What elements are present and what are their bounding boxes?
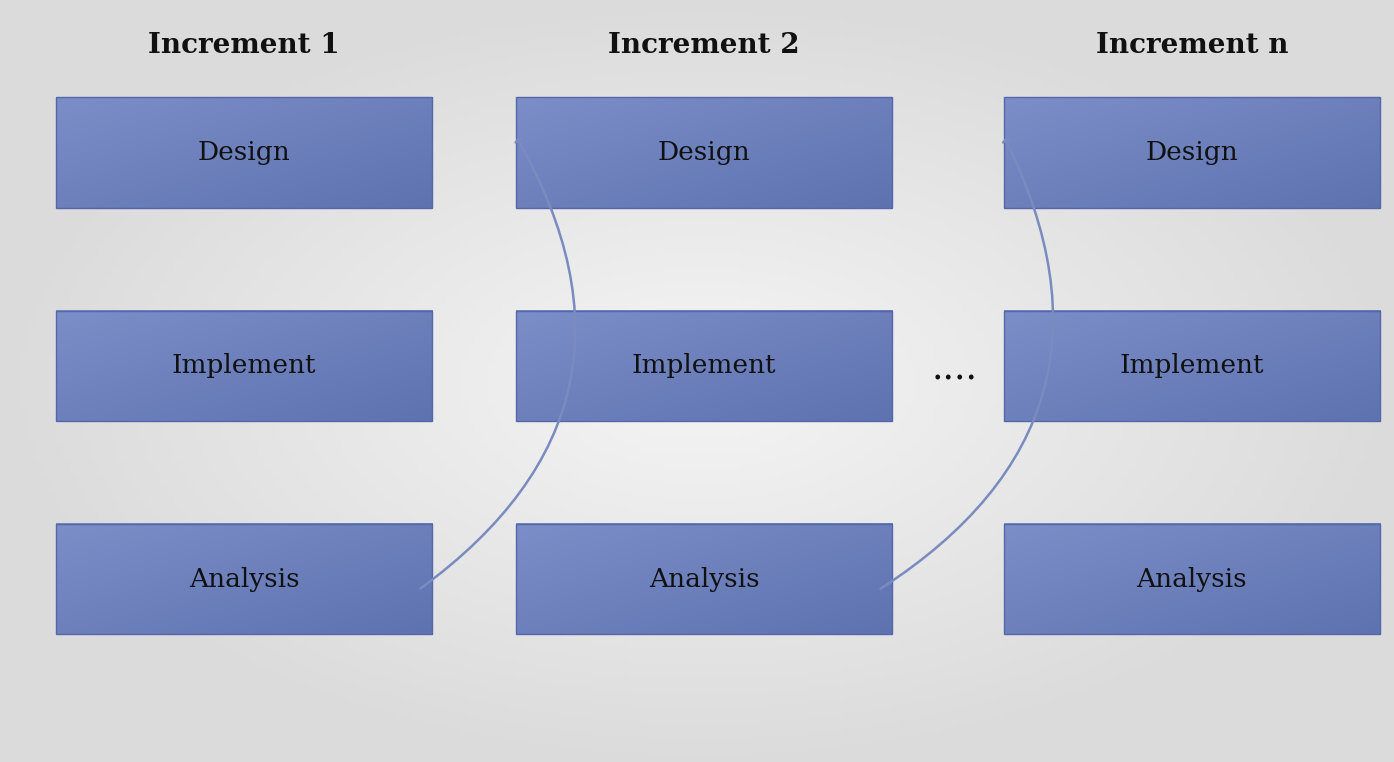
Text: Analysis: Analysis xyxy=(648,567,760,591)
Text: Design: Design xyxy=(198,140,290,165)
Text: Analysis: Analysis xyxy=(188,567,300,591)
Text: Increment 1: Increment 1 xyxy=(148,32,340,59)
Bar xyxy=(516,524,892,634)
Text: Increment n: Increment n xyxy=(1096,32,1288,59)
Text: Increment 2: Increment 2 xyxy=(608,32,800,59)
Text: Implement: Implement xyxy=(171,354,316,378)
Text: Implement: Implement xyxy=(1119,354,1264,378)
Text: Analysis: Analysis xyxy=(1136,567,1248,591)
Bar xyxy=(516,98,892,208)
Text: Design: Design xyxy=(658,140,750,165)
Bar xyxy=(1004,311,1380,421)
Bar xyxy=(56,524,432,634)
Bar xyxy=(56,311,432,421)
Bar xyxy=(1004,98,1380,208)
Bar xyxy=(1004,524,1380,634)
Text: Implement: Implement xyxy=(631,354,776,378)
Text: ....: .... xyxy=(933,353,977,386)
Text: Design: Design xyxy=(1146,140,1238,165)
Bar xyxy=(56,98,432,208)
Bar xyxy=(516,311,892,421)
